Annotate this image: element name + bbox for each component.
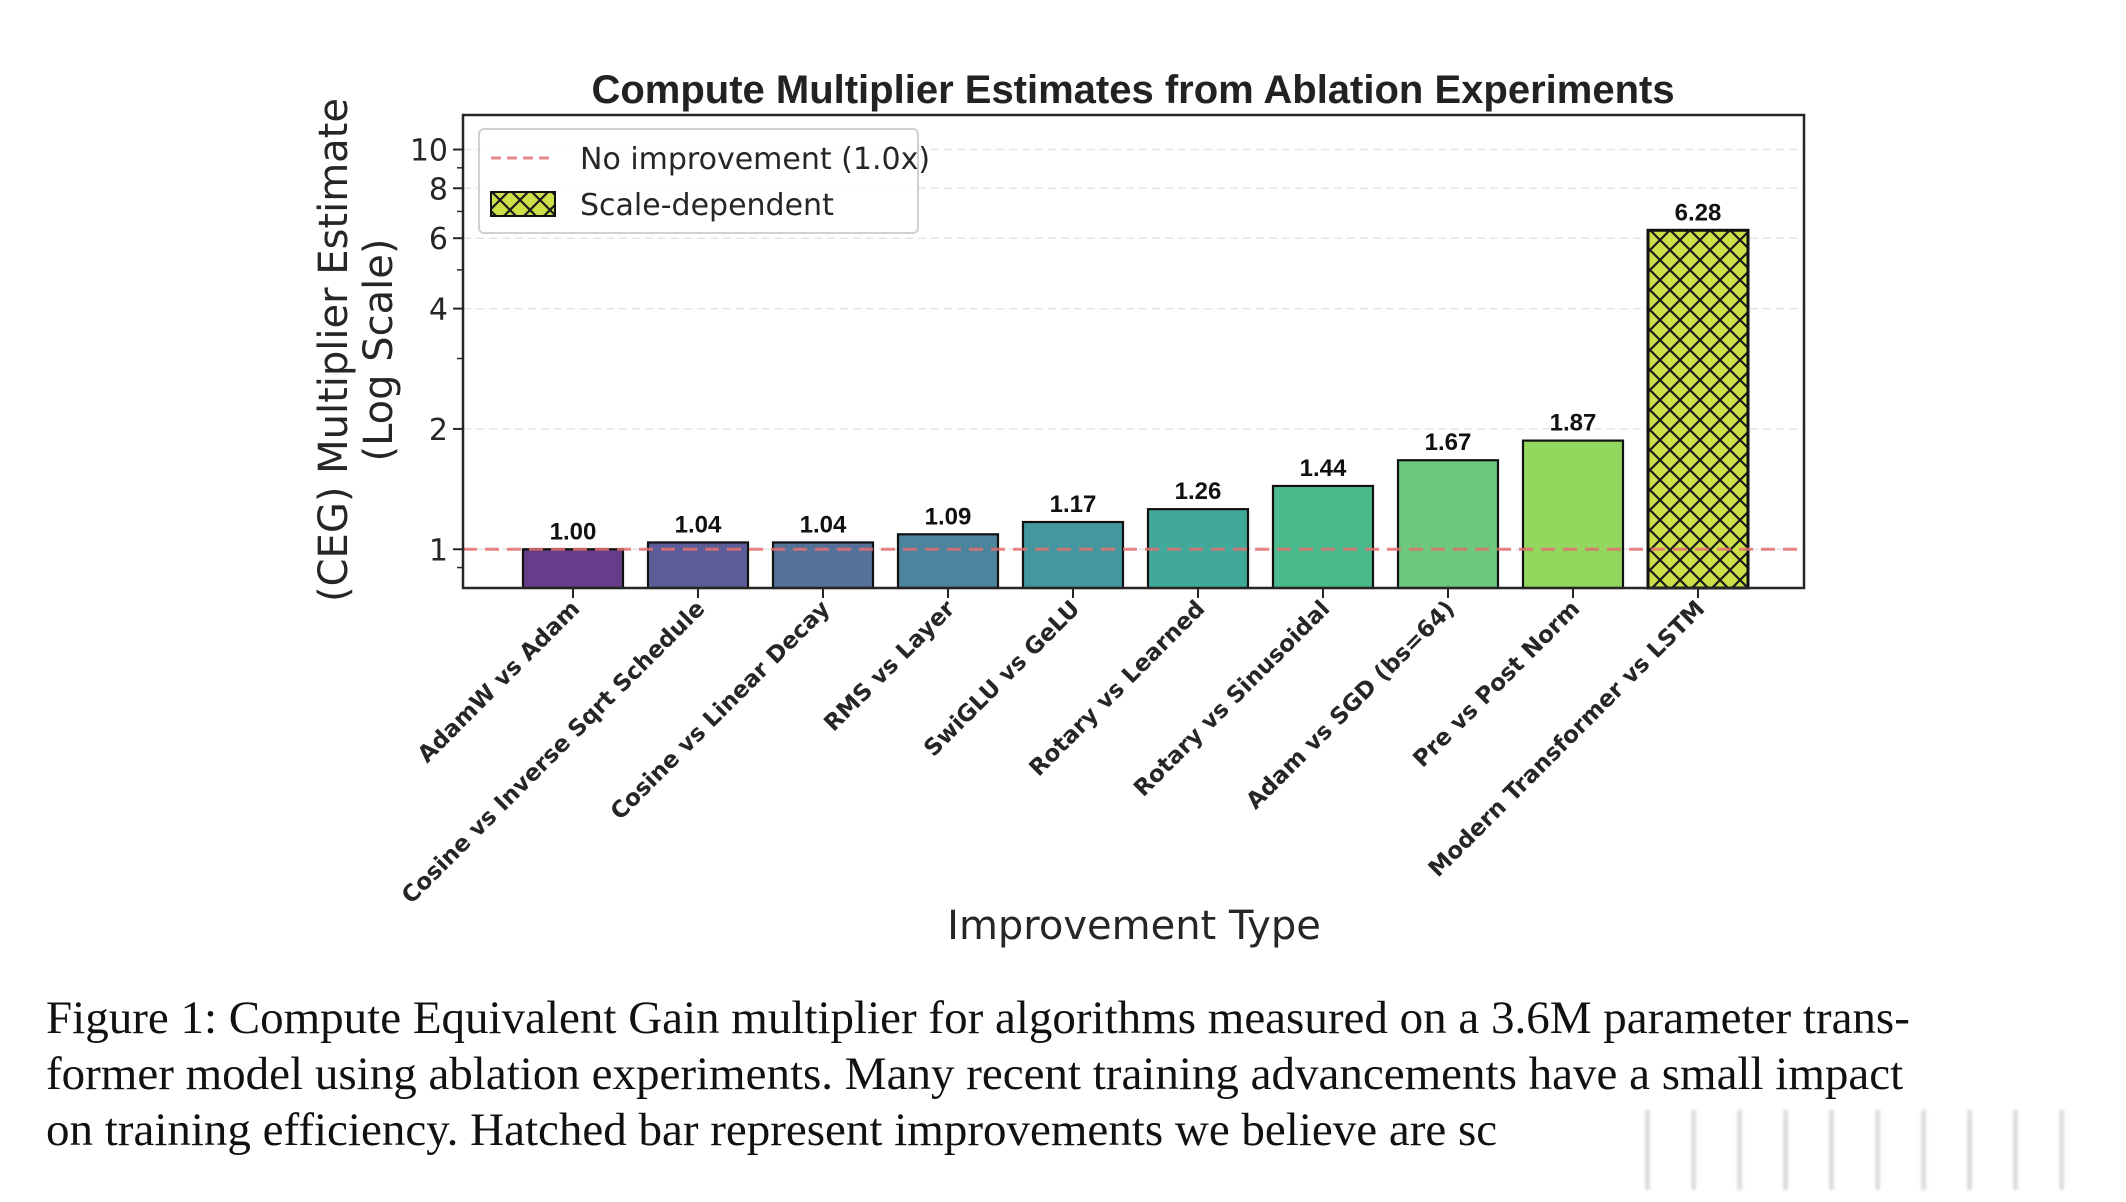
x-tick-label: Adam vs SGD (bs=64) xyxy=(1241,596,1460,815)
value-label: 6.28 xyxy=(1675,199,1722,226)
x-tick-label: RMS vs Layer xyxy=(819,595,960,736)
legend-hatched-patch-icon xyxy=(490,191,556,217)
y-axis-ticks: 1 2 4 6 810 xyxy=(410,134,463,569)
caption-line-1: Figure 1: Compute Equivalent Gain multip… xyxy=(46,992,1910,1044)
bar-chart: Compute Multiplier Estimates from Ablati… xyxy=(311,68,1806,949)
legend-label-no-improvement: No improvement (1.0x) xyxy=(580,142,930,177)
x-axis-label: Improvement Type xyxy=(947,903,1321,949)
value-label: 1.00 xyxy=(550,518,597,545)
y-tick-label: 1 xyxy=(429,533,448,568)
value-label: 1.26 xyxy=(1175,478,1222,505)
watermark-overlay xyxy=(1605,1110,2095,1190)
legend-box xyxy=(478,128,919,234)
bar-pre-vs-post-norm xyxy=(1521,439,1625,590)
value-label: 1.04 xyxy=(800,511,847,538)
y-tick-label: 8 xyxy=(429,172,448,207)
y-tick-label: 10 xyxy=(410,134,448,169)
plot-area-frame xyxy=(461,113,1806,590)
value-label: 1.17 xyxy=(1050,491,1097,518)
x-tick-label: Cosine vs Linear Decay xyxy=(606,596,835,825)
value-label: 1.87 xyxy=(1550,410,1597,437)
bar-rotary-vs-sinusoidal xyxy=(1271,484,1375,590)
y-tick-label: 2 xyxy=(429,413,448,448)
value-label: 1.09 xyxy=(925,503,972,530)
bar-swiglu-vs-gelu xyxy=(1021,520,1125,590)
caption-line-2: former model using ablation experiments.… xyxy=(46,1048,1904,1100)
y-axis-label-line-1: (CEG) Multiplier Estimate xyxy=(311,98,357,602)
figure-caption: Figure 1: Compute Equivalent Gain multip… xyxy=(46,990,2076,1158)
bar-modern-transformer-vs-lstm xyxy=(1646,228,1750,590)
bar-adam-vs-sgd-bs-64 xyxy=(1396,459,1500,590)
bar-adamw-vs-adam xyxy=(521,548,625,590)
y-tick-label: 4 xyxy=(429,293,448,328)
value-label: 1.67 xyxy=(1425,429,1472,456)
x-tick-label: Modern Transformer vs LSTM xyxy=(1424,596,1710,882)
bar-rms-vs-layer xyxy=(896,533,1000,590)
chart-title: Compute Multiplier Estimates from Ablati… xyxy=(591,68,1674,112)
value-label: 1.04 xyxy=(675,511,722,538)
y-axis-label-line-2: (Log Scale) xyxy=(356,239,402,462)
legend: No improvement (1.0x) Scale-dependent xyxy=(478,128,930,234)
y-tick-label: 6 xyxy=(429,222,448,257)
caption-line-3: on training efficiency. Hatched bar repr… xyxy=(46,1104,1498,1156)
y-axis-label: (CEG) Multiplier Estimate (Log Scale) xyxy=(311,98,402,602)
value-label: 1.44 xyxy=(1300,455,1347,482)
value-labels: 1.00 1.04 1.04 1.09 1.17 1.26 1.44 1.67 1.87 6.28 xyxy=(550,199,1722,545)
legend-label-scale-dependent: Scale-dependent xyxy=(580,188,834,223)
